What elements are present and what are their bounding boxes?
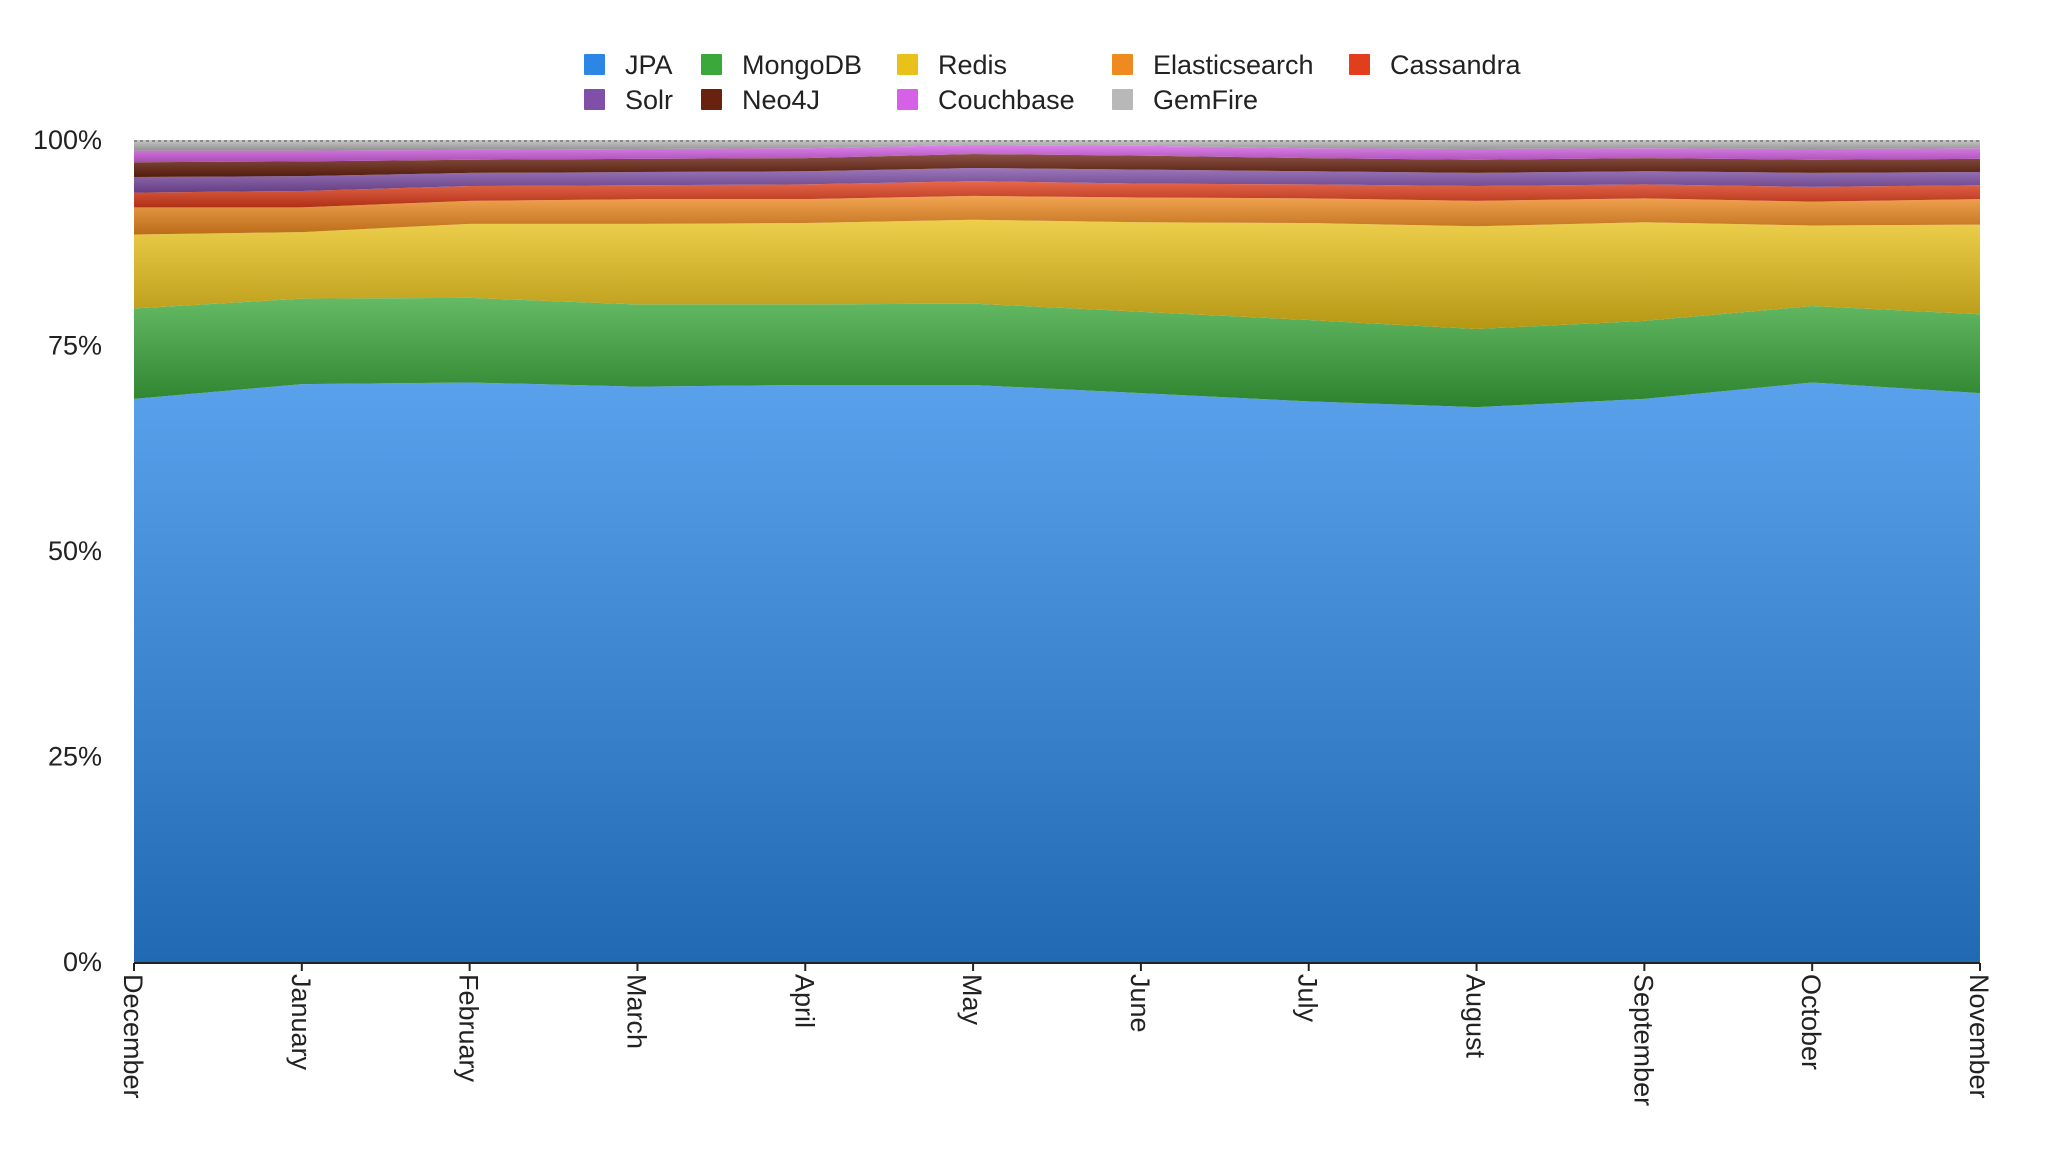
legend-swatch — [584, 89, 605, 110]
legend-item-gemfire: GemFire — [1112, 85, 1258, 115]
legend-item-elasticsearch: Elasticsearch — [1112, 50, 1314, 80]
legend-swatch — [897, 54, 918, 75]
legend-swatch — [1349, 54, 1370, 75]
legend-swatch — [584, 54, 605, 75]
chart-areas — [134, 140, 1980, 962]
y-tick-label: 100% — [33, 125, 102, 155]
legend-label: JPA — [625, 50, 673, 80]
x-tick-label: August — [1461, 974, 1491, 1059]
legend-label: Neo4J — [742, 85, 820, 115]
area-couchbase — [134, 144, 1980, 163]
area-elasticsearch — [134, 195, 1980, 235]
area-neo4j — [134, 153, 1980, 177]
legend-swatch — [701, 89, 722, 110]
y-tick-label: 75% — [48, 331, 102, 361]
legend-item-solr: Solr — [584, 85, 673, 115]
legend-label: GemFire — [1153, 85, 1258, 115]
legend-label: MongoDB — [742, 50, 862, 80]
legend-label: Elasticsearch — [1153, 50, 1314, 80]
legend-item-neo4j: Neo4J — [701, 85, 820, 115]
area-solr — [134, 167, 1980, 193]
legend-swatch — [1112, 54, 1133, 75]
y-tick-label: 50% — [48, 536, 102, 566]
legend-label: Couchbase — [938, 85, 1075, 115]
x-tick-label: January — [286, 974, 316, 1071]
legend-swatch — [897, 89, 918, 110]
x-tick-label: May — [957, 974, 987, 1026]
legend-item-couchbase: Couchbase — [897, 85, 1075, 115]
legend-item-mongodb: MongoDB — [701, 50, 862, 80]
area-mongodb — [134, 297, 1980, 408]
legend-label: Redis — [938, 50, 1007, 80]
x-tick-label: April — [789, 974, 819, 1028]
legend-swatch — [1112, 89, 1133, 110]
x-tick-label: October — [1796, 974, 1826, 1070]
area-jpa — [134, 382, 1980, 962]
x-tick-label: December — [118, 974, 148, 1099]
x-tick-label: September — [1628, 974, 1658, 1106]
y-tick-label: 0% — [63, 947, 102, 977]
x-tick-label: November — [1964, 974, 1994, 1099]
area-redis — [134, 219, 1980, 330]
legend-item-jpa: JPA — [584, 50, 673, 80]
x-tick-label: March — [621, 974, 651, 1049]
legend-item-redis: Redis — [897, 50, 1007, 80]
area-gemfire — [134, 140, 1980, 151]
area-cassandra — [134, 181, 1980, 208]
x-tick-label: February — [454, 974, 484, 1083]
x-tick-label: June — [1125, 974, 1155, 1033]
legend-label: Cassandra — [1390, 50, 1522, 80]
legend-swatch — [701, 54, 722, 75]
legend-label: Solr — [625, 85, 673, 115]
x-tick-label: July — [1293, 974, 1323, 1023]
chart-axes: 0% 25% 50% 75% 100% December January February Ma… — [33, 125, 1994, 1106]
legend-item-cassandra: Cassandra — [1349, 50, 1522, 80]
chart-legend: JPA MongoDB Redis Elasticsearch Cassandra Sol… — [584, 50, 1522, 115]
y-tick-label: 25% — [48, 742, 102, 772]
